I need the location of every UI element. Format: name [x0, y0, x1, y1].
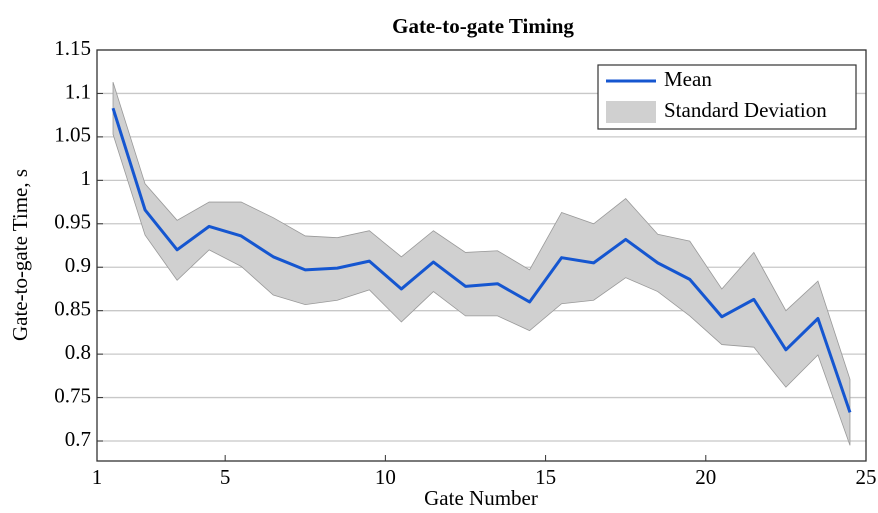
chart-title: Gate-to-gate Timing: [392, 14, 574, 38]
y-tick-label: 0.95: [54, 210, 91, 234]
y-tick-label: 1.1: [65, 79, 91, 103]
legend-label: Mean: [664, 67, 712, 91]
y-tick-label: 1.15: [54, 36, 91, 60]
y-tick-label: 0.85: [54, 296, 91, 320]
y-tick-label: 0.9: [65, 253, 91, 277]
x-axis-label: Gate Number: [424, 486, 538, 510]
x-tick-label: 10: [375, 465, 396, 489]
y-tick-label: 0.7: [65, 427, 91, 451]
y-tick-label: 1.05: [54, 123, 91, 147]
x-tick-label: 25: [856, 465, 877, 489]
y-tick-label: 0.75: [54, 383, 91, 407]
mean-line: [111, 107, 852, 413]
std-band: [112, 82, 851, 446]
legend-label: Standard Deviation: [664, 98, 827, 122]
x-tick-label: 15: [535, 465, 556, 489]
x-tick-label: 20: [695, 465, 716, 489]
plot-data: [111, 82, 852, 446]
y-tick-label: 1: [81, 166, 92, 190]
plot-frame: [96, 49, 867, 462]
y-axis-label: Gate-to-gate Time, s: [8, 169, 32, 341]
x-tick-label: 1: [92, 465, 103, 489]
legend-swatch: [606, 101, 656, 123]
y-tick-label: 0.8: [65, 340, 91, 364]
x-tick-label: 5: [220, 465, 231, 489]
